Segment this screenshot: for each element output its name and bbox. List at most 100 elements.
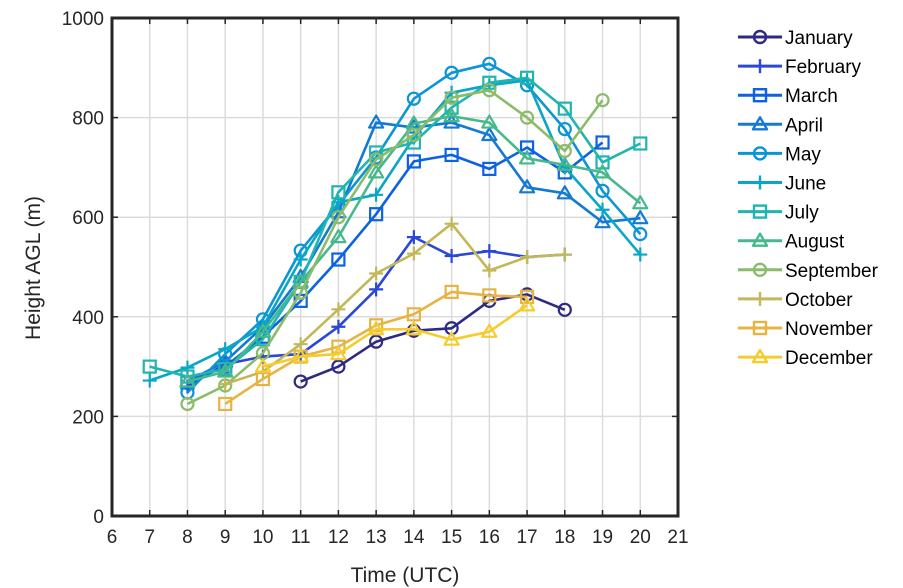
x-tick-label: 8 bbox=[182, 527, 193, 548]
series-december bbox=[254, 297, 536, 373]
data-point-november bbox=[482, 288, 497, 303]
data-point-march bbox=[369, 207, 384, 222]
x-tick-label: 15 bbox=[441, 527, 462, 548]
data-point-august bbox=[254, 323, 272, 338]
data-point-june bbox=[180, 360, 195, 375]
legend-marker-june bbox=[753, 175, 767, 190]
data-point-january bbox=[293, 374, 308, 389]
data-point-december bbox=[292, 348, 309, 363]
legend-item-august: August bbox=[738, 232, 845, 253]
legend-label-june: June bbox=[785, 174, 826, 195]
data-point-june bbox=[293, 252, 308, 267]
data-point-april bbox=[518, 179, 536, 194]
data-point-august bbox=[594, 164, 611, 179]
data-point-march bbox=[406, 154, 421, 169]
y-tick-label: 400 bbox=[72, 308, 104, 329]
data-point-november bbox=[444, 284, 459, 299]
legend-marker-november bbox=[752, 320, 768, 336]
data-point-april bbox=[556, 185, 573, 200]
data-point-may bbox=[633, 227, 648, 242]
data-point-january bbox=[557, 302, 572, 317]
series-line-december bbox=[262, 304, 528, 368]
legend-label-october: October bbox=[785, 290, 853, 311]
data-point-september bbox=[519, 110, 535, 125]
data-point-september bbox=[293, 285, 308, 300]
data-point-november bbox=[406, 307, 421, 322]
legend-label-september: September bbox=[785, 261, 879, 282]
data-point-june bbox=[369, 187, 384, 202]
data-point-december bbox=[368, 321, 385, 336]
data-point-december bbox=[518, 297, 536, 312]
data-point-august bbox=[179, 373, 196, 388]
series-line-september bbox=[186, 88, 604, 406]
series-line-may bbox=[186, 62, 642, 394]
x-tick-label: 18 bbox=[554, 527, 575, 548]
x-tick-label: 11 bbox=[291, 527, 311, 548]
series-august bbox=[179, 108, 649, 388]
legend-item-september: September bbox=[738, 261, 879, 282]
legend-marker-april bbox=[751, 116, 769, 131]
legend-label-november: November bbox=[785, 319, 873, 340]
y-tick-label: 1000 bbox=[62, 9, 104, 30]
y-tick-label: 600 bbox=[72, 208, 104, 229]
legend-item-march: March bbox=[738, 86, 838, 107]
series-line-november bbox=[224, 290, 528, 405]
data-point-april bbox=[481, 126, 498, 142]
x-tick-label: 19 bbox=[592, 527, 613, 548]
x-tick-label: 17 bbox=[516, 527, 537, 548]
data-point-february bbox=[331, 319, 346, 334]
legend-marker-may bbox=[752, 146, 768, 161]
series-layer bbox=[142, 56, 649, 412]
legend: January February March April May June July Augu… bbox=[738, 28, 879, 369]
data-point-december bbox=[443, 331, 460, 346]
data-point-october bbox=[406, 246, 421, 261]
legend-item-may: May bbox=[738, 144, 821, 165]
data-point-october bbox=[520, 250, 535, 265]
series-october bbox=[218, 216, 572, 392]
x-tick-label: 13 bbox=[366, 527, 387, 548]
legend-marker-march bbox=[752, 87, 768, 103]
data-point-may bbox=[595, 183, 610, 198]
series-november bbox=[218, 284, 535, 412]
data-point-december bbox=[330, 346, 347, 361]
data-point-november bbox=[218, 396, 233, 412]
grid-layer bbox=[111, 17, 679, 517]
data-point-january bbox=[369, 334, 384, 349]
legend-item-july: July bbox=[738, 203, 819, 224]
data-point-april bbox=[632, 210, 649, 225]
plot-background bbox=[112, 18, 678, 516]
x-tick-label: 16 bbox=[479, 527, 500, 548]
legend-marker-october bbox=[753, 291, 767, 306]
x-tick-label: 14 bbox=[403, 527, 425, 548]
x-axis-label: Time (UTC) bbox=[351, 564, 460, 587]
data-point-june bbox=[142, 373, 157, 388]
legend-label-may: May bbox=[785, 144, 821, 165]
legend-label-august: August bbox=[785, 232, 845, 253]
data-point-october bbox=[369, 266, 384, 281]
legend-marker-january bbox=[752, 29, 768, 45]
x-tick-label: 10 bbox=[252, 527, 273, 548]
legend-label-april: April bbox=[785, 115, 823, 136]
data-point-april bbox=[368, 114, 385, 129]
data-point-september bbox=[180, 396, 195, 412]
x-tick-label: 9 bbox=[220, 527, 231, 548]
legend-item-april: April bbox=[738, 115, 823, 136]
x-tick-label: 21 bbox=[667, 527, 688, 548]
data-point-july bbox=[142, 359, 157, 374]
data-point-june bbox=[218, 342, 233, 357]
y-tick-label: 800 bbox=[72, 109, 104, 130]
data-point-july bbox=[218, 361, 233, 377]
data-point-september bbox=[557, 143, 572, 159]
data-point-october bbox=[444, 216, 459, 231]
legend-label-march: March bbox=[785, 86, 838, 107]
legend-marker-september bbox=[752, 262, 768, 277]
data-point-august bbox=[556, 156, 573, 172]
data-point-july bbox=[444, 100, 459, 115]
data-point-november bbox=[255, 371, 271, 387]
data-point-july bbox=[633, 136, 648, 151]
data-point-october bbox=[557, 247, 572, 262]
data-point-february bbox=[482, 244, 497, 259]
series-september bbox=[180, 83, 610, 412]
data-point-september bbox=[406, 127, 421, 143]
